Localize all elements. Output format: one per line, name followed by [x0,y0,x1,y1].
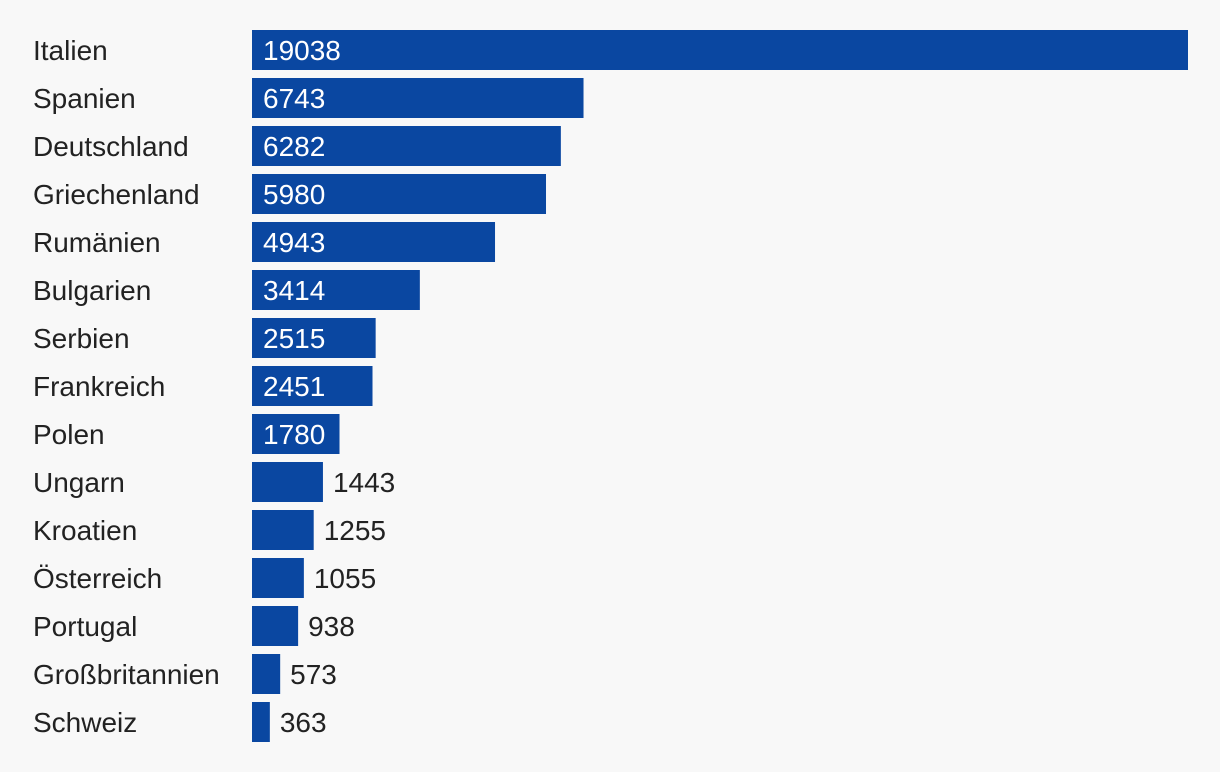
category-label: Portugal [33,611,137,642]
bar [252,222,496,262]
category-label: Polen [33,419,105,450]
category-label: Kroatien [33,515,137,546]
category-labels: Italien Spanien Deutschland Griechenland Rum… [33,35,220,738]
category-label: Rumänien [33,227,161,258]
bar [252,174,547,214]
bars [252,30,1188,742]
category-label: Spanien [33,83,136,114]
category-label: Schweiz [33,707,137,738]
value-label: 1443 [333,467,395,498]
category-label: Österreich [33,563,162,594]
category-label: Frankreich [33,371,165,402]
category-label: Großbritannien [33,659,220,690]
bar [252,366,373,406]
category-label: Griechenland [33,179,200,210]
value-label: 6282 [263,131,325,162]
bar [252,510,314,550]
value-label: 938 [308,611,355,642]
value-label: 2451 [263,371,325,402]
bar [252,318,376,358]
category-label: Italien [33,35,108,66]
value-label: 573 [290,659,337,690]
category-label: Ungarn [33,467,125,498]
bar [252,702,270,742]
value-label: 1255 [324,515,386,546]
value-label: 1780 [263,419,325,450]
bar [252,414,340,454]
value-label: 363 [280,707,327,738]
value-label: 19038 [263,35,341,66]
category-label: Deutschland [33,131,189,162]
bar [252,126,561,166]
value-labels: 19038 6743 6282 5980 4943 3414 2515 2451 1780 144… [263,35,395,738]
value-label: 6743 [263,83,325,114]
bar [252,606,299,646]
category-label: Bulgarien [33,275,151,306]
category-label: Serbien [33,323,130,354]
value-label: 1055 [314,563,376,594]
bar [252,654,281,694]
bar [252,462,323,502]
value-label: 4943 [263,227,325,258]
value-label: 2515 [263,323,325,354]
bar [252,270,420,310]
bar [252,78,584,118]
value-label: 5980 [263,179,325,210]
bar [252,30,1188,70]
value-label: 3414 [263,275,325,306]
bar [252,558,304,598]
